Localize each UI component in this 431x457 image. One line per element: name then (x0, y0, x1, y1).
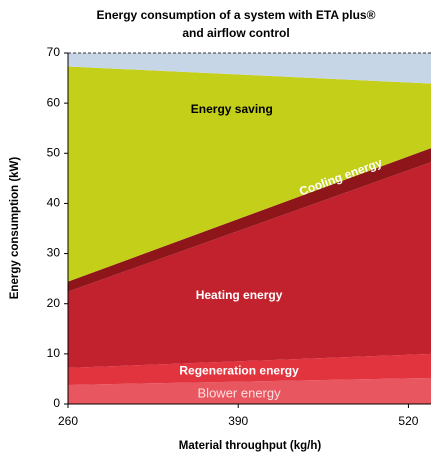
area (68, 66, 431, 282)
area (68, 162, 431, 368)
chart-title: Energy consumption of a system with ETA … (97, 8, 376, 22)
y-tick-label: 10 (47, 346, 61, 360)
y-tick-label: 20 (47, 296, 61, 310)
y-tick-label: 0 (53, 396, 60, 410)
area-label: Regeneration energy (179, 364, 299, 378)
y-tick-label: 60 (47, 95, 61, 109)
area (68, 53, 431, 84)
y-tick-label: 40 (47, 196, 61, 210)
x-tick-label: 520 (398, 414, 418, 428)
x-tick-label: 390 (228, 414, 248, 428)
area (68, 353, 431, 385)
chart-title: and airflow control (182, 26, 289, 40)
area-label: Heating energy (196, 288, 283, 302)
y-axis-title: Energy consumption (kW) (9, 157, 21, 300)
area (68, 148, 431, 292)
area-label: Energy saving (191, 102, 273, 116)
area (68, 377, 431, 404)
x-axis-title: Material throughput (kg/h) (179, 440, 322, 452)
x-tick-label: 260 (58, 414, 78, 428)
y-tick-label: 70 (47, 45, 61, 59)
area-label: Blower energy (198, 385, 282, 400)
y-tick-label: 50 (47, 145, 61, 159)
y-tick-label: 30 (47, 246, 61, 260)
